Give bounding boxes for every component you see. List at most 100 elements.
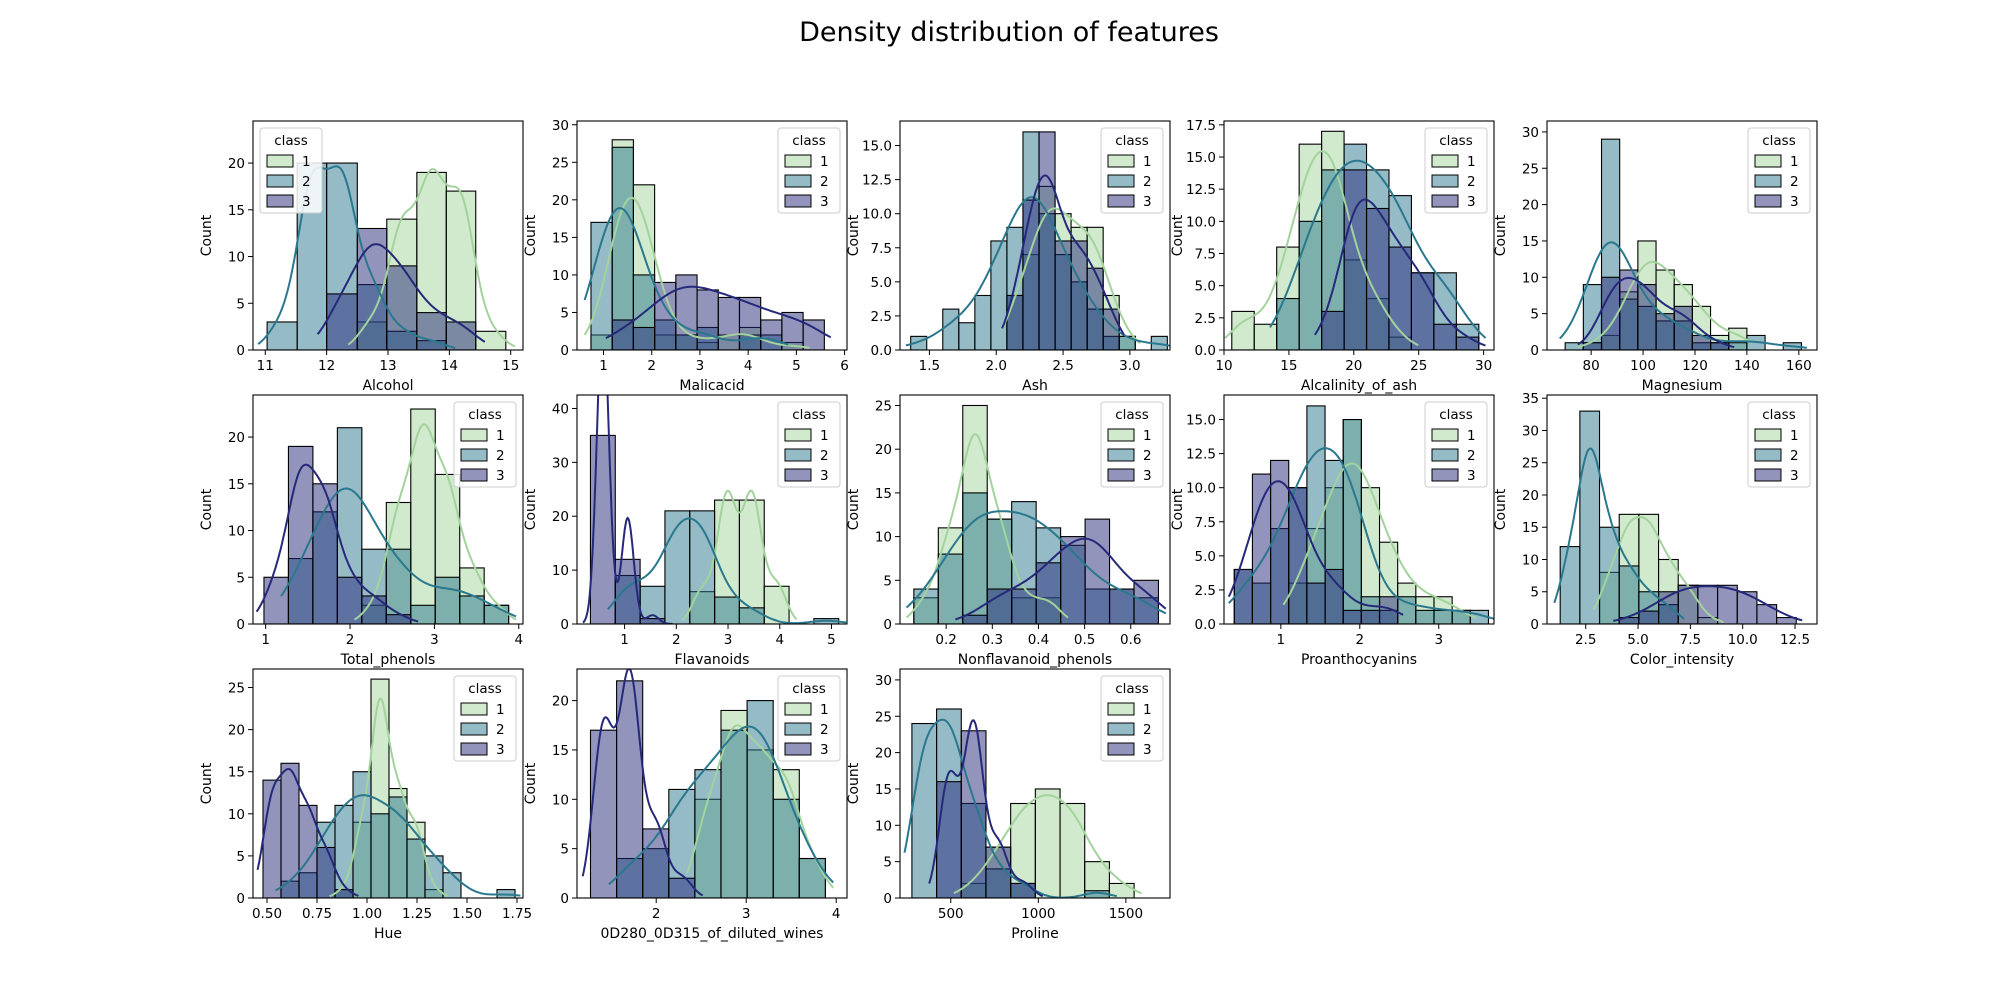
kde-line-class-3	[1314, 198, 1486, 347]
legend-swatch-class-1	[1754, 154, 1782, 168]
axes-frame	[576, 394, 848, 625]
y-axis-label: Count	[523, 762, 539, 804]
x-tick-label: 12	[318, 358, 335, 374]
axes-frame	[899, 394, 1171, 625]
x-tick-label: 100	[1630, 358, 1656, 374]
bar-class-3	[1360, 609, 1381, 624]
kde-line-class-3	[1227, 480, 1404, 616]
plot-area	[1553, 410, 1803, 624]
legend-swatch-class-1	[1431, 428, 1459, 442]
y-tick-label: 5	[236, 849, 245, 865]
legend-label-class-2: 2	[1790, 448, 1799, 464]
bar-class-1	[1253, 323, 1278, 350]
kde-line-class-1	[681, 489, 798, 621]
bar-class-3	[445, 321, 477, 350]
y-tick-label: 15	[1522, 234, 1539, 250]
legend-label-class-2: 2	[1143, 722, 1152, 738]
legend-swatch-class-3	[784, 468, 812, 482]
y-tick-label: 5	[236, 570, 245, 586]
x-tick-label: 2	[346, 632, 355, 648]
kde-line-class-3	[1001, 174, 1125, 336]
legend-label-class-1: 1	[302, 154, 311, 170]
y-tick-label: 7.5	[1195, 247, 1216, 263]
x-tick-label: 3.0	[1119, 358, 1140, 374]
kde-line-class-2	[607, 517, 847, 624]
legend-label-class-3: 3	[1467, 468, 1476, 484]
axes-frame	[252, 668, 524, 899]
y-tick-label: 20	[228, 430, 245, 446]
x-tick-label: 3	[1434, 632, 1443, 648]
bar-class-3	[802, 319, 825, 350]
legend-box	[1100, 401, 1164, 488]
x-tick-label: 20	[1345, 358, 1362, 374]
bar-class-3	[668, 877, 696, 898]
bar-class-3	[1321, 310, 1345, 350]
bar-class-2	[694, 769, 722, 898]
bar-class-3	[1455, 336, 1480, 350]
x-tick-label: 25	[1410, 358, 1427, 374]
y-tick-label: 10	[228, 250, 245, 266]
x-tick-label: 2	[1355, 632, 1364, 648]
bar-class-3	[1022, 199, 1040, 350]
y-tick-label: 15	[875, 782, 892, 798]
kde-line-class-2	[608, 725, 834, 886]
bar-class-3	[611, 319, 634, 350]
axes-frame	[899, 120, 1171, 351]
kde-line-class-3	[1577, 276, 1735, 349]
bar-class-1	[1059, 802, 1086, 898]
x-tick-label: 5	[792, 358, 801, 374]
legend-title: class	[468, 681, 502, 697]
kde-line-class-2	[905, 510, 1167, 615]
y-tick-label: 12.5	[1186, 182, 1216, 198]
legend-label-class-3: 3	[1467, 194, 1476, 210]
legend: class 1 2 3	[1424, 127, 1488, 214]
x-tick-label: 3	[430, 632, 439, 648]
legend-label-class-1: 1	[1790, 154, 1799, 170]
y-tick-label: 5	[1530, 585, 1539, 601]
x-tick-label: 0.3	[982, 632, 1003, 648]
bar-class-3	[312, 483, 338, 624]
figure-title: Density distribution of features	[799, 17, 1219, 48]
y-tick-label: 12.5	[862, 173, 892, 189]
x-tick-label: 2	[647, 358, 656, 374]
legend: class 1 2 3	[1100, 675, 1164, 762]
legend-label-class-2: 2	[1467, 174, 1476, 190]
y-tick-label: 2.5	[1195, 311, 1216, 327]
bar-class-3	[589, 729, 618, 898]
x-tick-label: 3	[696, 358, 705, 374]
kde-line-class-3	[255, 463, 419, 623]
bar-class-3	[385, 614, 412, 624]
y-tick-label: 10	[552, 268, 569, 284]
panel-nonflavanoid_phenols: 0.2 0.3 0.4 0.5 0.6 0 5 10 15 20 25 Nonflavanoid_ph…	[846, 394, 1171, 668]
legend-label-class-3: 3	[302, 194, 311, 210]
plot-area	[581, 669, 834, 898]
bar-class-2	[937, 553, 964, 624]
y-tick-label: 5.0	[1195, 549, 1216, 565]
bar-class-3	[1717, 584, 1738, 624]
y-axis-label: Count	[1493, 214, 1509, 256]
legend-swatch-class-2	[1107, 174, 1135, 188]
y-axis-label: Count	[846, 762, 862, 804]
bar-class-2	[746, 700, 774, 898]
legend-swatch-class-2	[784, 722, 812, 736]
bar-class-2	[990, 240, 1008, 350]
plot-area	[905, 404, 1167, 624]
kde-line-class-1	[1282, 462, 1477, 619]
legend-label-class-2: 2	[1467, 448, 1476, 464]
x-tick-label: 500	[938, 906, 964, 922]
bar-class-3	[263, 576, 289, 624]
kde-line-class-1	[583, 196, 810, 349]
x-tick-label: 140	[1734, 358, 1760, 374]
y-tick-label: 15	[552, 230, 569, 246]
x-tick-label: 1.75	[502, 906, 532, 922]
legend-swatch-class-1	[784, 702, 812, 716]
legend-title: class	[1115, 681, 1149, 697]
x-tick-label: 11	[257, 358, 274, 374]
bar-class-3	[1343, 169, 1368, 350]
x-axis-label: Ash	[1022, 378, 1048, 394]
legend-label-class-2: 2	[1143, 448, 1152, 464]
plot-area	[1558, 138, 1807, 350]
bar-class-3	[936, 781, 962, 898]
bar-class-1	[1034, 788, 1061, 898]
